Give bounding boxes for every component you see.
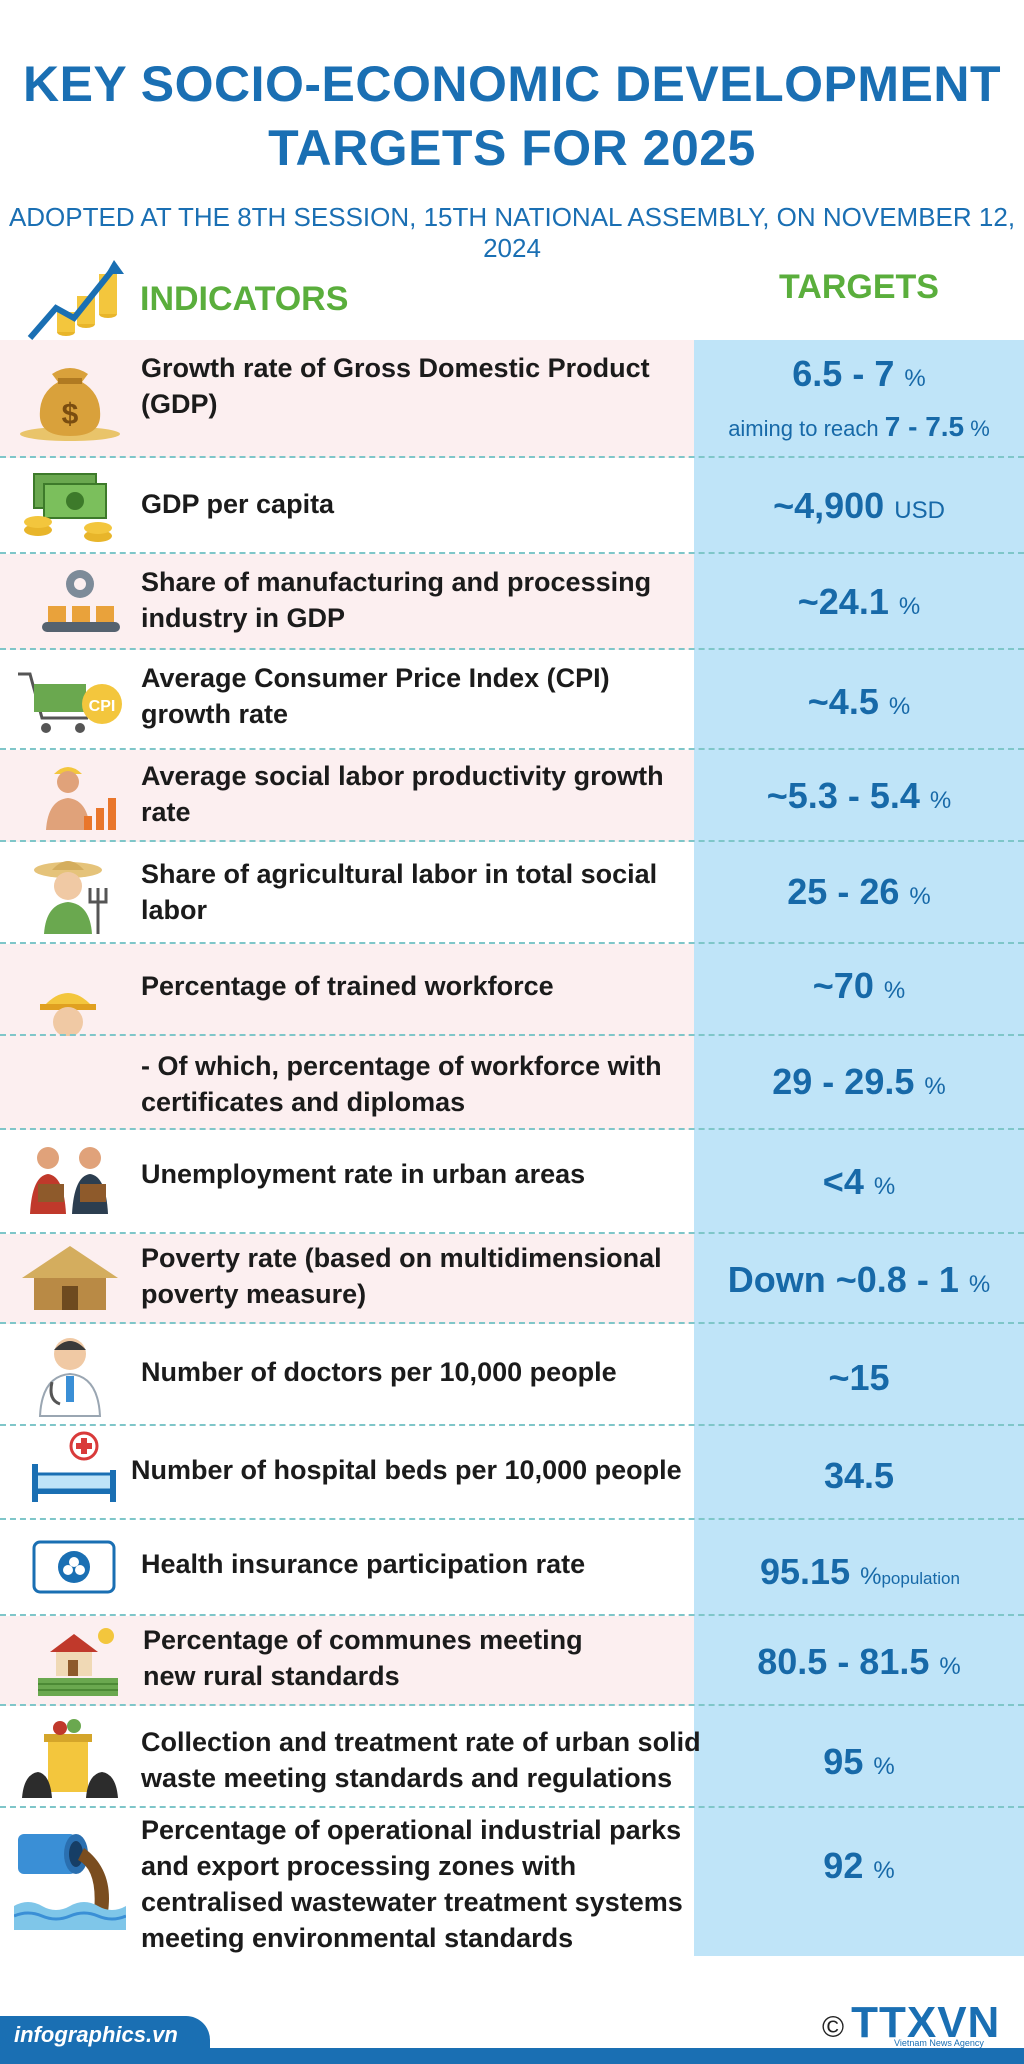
title-line-2: TARGETS FOR 2025	[268, 120, 756, 176]
target-value: 29 - 29.5 %	[772, 1061, 946, 1102]
indicator-label: Health insurance participation rate	[141, 1549, 586, 1579]
hospital-bed-icon	[32, 1431, 116, 1502]
money-bag-icon: $	[20, 368, 120, 441]
indicator-row-trained-workforce: Percentage of trained workforce ~70 %	[0, 944, 1024, 1082]
farmer-icon	[34, 861, 108, 934]
indicator-row-gdp-per-capita: GDP per capita ~4,900 USD	[0, 458, 1024, 554]
target-value: ~70 %	[812, 965, 906, 1006]
indicator-row-gdp-growth: $ Growth rate of Gross Domestic Product …	[0, 340, 1024, 458]
indicator-label: - Of which, percentage of workforce with…	[141, 1051, 662, 1117]
indicator-label: Number of hospital beds per 10,000 peopl…	[131, 1455, 682, 1485]
indicator-label: Average social labor productivity growth…	[141, 761, 664, 827]
ttxvn-logo-subtitle: Vietnam News Agency	[894, 2038, 984, 2048]
title-line-1: KEY SOCIO-ECONOMIC DEVELOPMENT	[22, 56, 1002, 112]
indicator-label: Unemployment rate in urban areas	[141, 1159, 586, 1189]
target-value: ~24.1 %	[797, 581, 921, 622]
target-value: Down ~0.8 - 1 %	[727, 1259, 991, 1300]
indicator-row-doctors: Number of doctors per 10,000 people ~15	[0, 1324, 1024, 1426]
indicator-row-cpi: CPI Average Consumer Price Index (CPI) g…	[0, 650, 1024, 750]
indicator-row-hospital-beds: Number of hospital beds per 10,000 peopl…	[0, 1426, 1024, 1520]
footer-bar	[0, 2048, 1024, 2064]
indicator-row-unemployment: Unemployment rate in urban areas <4 %	[0, 1130, 1024, 1234]
growth-chart-icon	[27, 260, 124, 340]
indicator-label: Share of manufacturing and processing in…	[141, 567, 652, 633]
target-value: 80.5 - 81.5 %	[757, 1641, 961, 1682]
footer-tab	[0, 2016, 210, 2050]
indicator-label: Number of doctors per 10,000 people	[141, 1357, 617, 1387]
target-value: ~15	[828, 1357, 890, 1398]
target-value: ~4,900 USD	[773, 485, 945, 526]
doctor-icon	[38, 1338, 102, 1417]
target-value: ~5.3 - 5.4 %	[766, 775, 952, 816]
svg-text:CPI: CPI	[89, 698, 116, 715]
target-value: ~4.5 %	[807, 681, 911, 722]
health-insurance-icon	[32, 1540, 116, 1594]
indicator-row-rural-communes: Percentage of communes meeting new rural…	[0, 1616, 1024, 1706]
indicator-label: Percentage of trained workforce	[141, 971, 554, 1001]
indicator-label: Growth rate of Gross Domestic Product (G…	[141, 353, 650, 419]
indicator-label: Collection and treatment rate of urban s…	[141, 1727, 701, 1793]
indicator-row-manufacturing-share: Share of manufacturing and processing in…	[0, 554, 1024, 650]
site-link[interactable]: infographics.vn	[14, 2022, 178, 2047]
indicator-row-certified-workforce: - Of which, percentage of workforce with…	[0, 1036, 1024, 1130]
indicator-row-agricultural-labor: Share of agricultural labor in total soc…	[0, 842, 1024, 944]
target-value: 6.5 - 7 %	[792, 353, 926, 394]
hut-icon	[22, 1246, 118, 1310]
cash-stack-icon	[24, 473, 112, 542]
targets-header: TARGETS	[779, 268, 939, 306]
target-value: 95 %	[823, 1741, 895, 1782]
svg-text:$: $	[62, 398, 79, 431]
indicator-row-health-insurance: Health insurance participation rate 95.1…	[0, 1520, 1024, 1616]
indicator-label: GDP per capita	[141, 489, 335, 519]
target-value: 34.5	[823, 1455, 895, 1496]
target-value: <4 %	[822, 1161, 896, 1202]
indicator-label: Percentage of communes meeting new rural…	[143, 1625, 583, 1691]
indicator-row-labor-productivity: Average social labor productivity growth…	[0, 750, 1024, 842]
indicator-label: Percentage of operational industrial par…	[141, 1815, 683, 1953]
page-title: KEY SOCIO-ECONOMIC DEVELOPMENT TARGETS F…	[0, 52, 1024, 180]
target-value: 25 - 26 %	[787, 871, 931, 912]
cpi-cart-icon: CPI	[18, 672, 122, 733]
ttxvn-logo: © TTXVN	[822, 1998, 1001, 2047]
target-sub-value: aiming to reach 7 - 7.5 %	[728, 411, 990, 442]
worker-chart-icon	[46, 767, 116, 830]
wastewater-pipe-icon	[14, 1834, 126, 1930]
waste-bin-icon	[22, 1719, 118, 1798]
job-seekers-icon	[30, 1147, 108, 1214]
indicator-label: Share of agricultural labor in total soc…	[141, 859, 658, 925]
indicator-label: Poverty rate (based on multidimensional …	[141, 1243, 662, 1309]
indicator-row-poverty: Poverty rate (based on multidimensional …	[0, 1234, 1024, 1324]
target-value: 95.15 %population	[760, 1551, 960, 1592]
subtitle: ADOPTED AT THE 8TH SESSION, 15TH NATIONA…	[8, 202, 1016, 263]
factory-gear-icon	[42, 570, 120, 632]
indicators-header: INDICATORS	[140, 280, 349, 318]
indicator-label: Average Consumer Price Index (CPI) growt…	[141, 663, 610, 729]
indicator-row-solid-waste: Collection and treatment rate of urban s…	[0, 1706, 1024, 1808]
target-value: 92 %	[823, 1845, 895, 1886]
rural-house-icon	[38, 1628, 118, 1696]
indicator-row-wastewater: Percentage of operational industrial par…	[0, 1808, 1024, 1956]
